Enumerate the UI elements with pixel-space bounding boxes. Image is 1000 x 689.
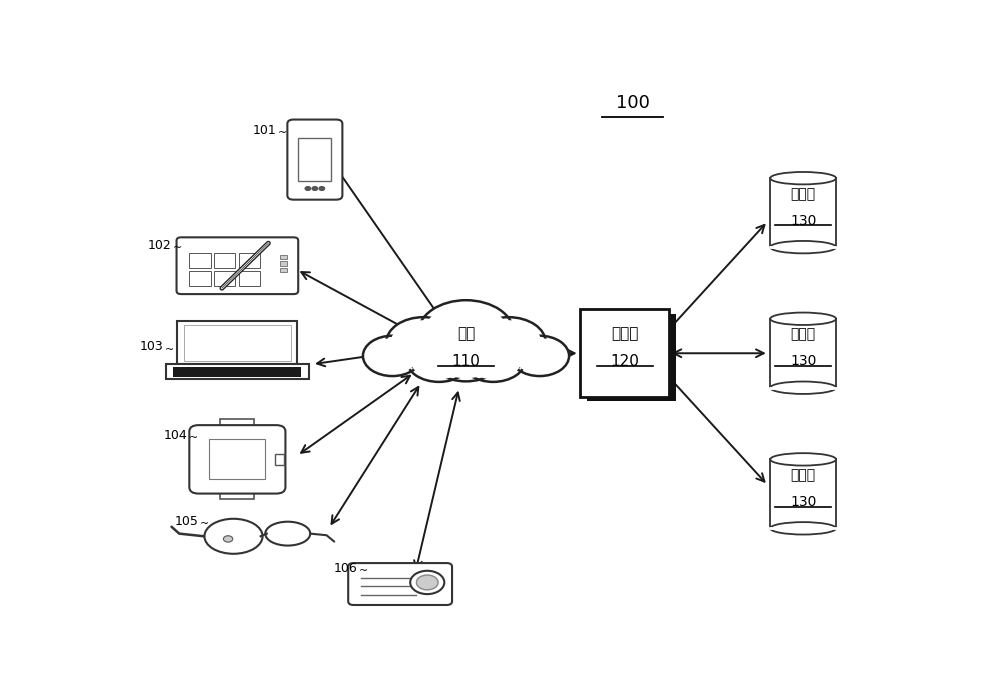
Bar <box>189 254 211 268</box>
Text: 120: 120 <box>610 354 639 369</box>
Circle shape <box>464 340 522 379</box>
Text: 130: 130 <box>790 214 816 228</box>
Bar <box>220 486 254 500</box>
Circle shape <box>424 304 508 362</box>
Bar <box>177 321 297 364</box>
Ellipse shape <box>204 519 263 554</box>
Bar <box>275 454 284 464</box>
Bar <box>214 254 235 268</box>
Circle shape <box>416 575 438 590</box>
Text: ~: ~ <box>200 519 209 529</box>
Circle shape <box>510 336 569 376</box>
Bar <box>166 364 309 379</box>
Circle shape <box>312 187 318 190</box>
Circle shape <box>476 320 541 365</box>
Bar <box>298 138 331 181</box>
Bar <box>189 271 211 286</box>
Text: 服务器: 服务器 <box>611 327 639 342</box>
Circle shape <box>433 333 499 378</box>
Bar <box>580 309 669 397</box>
Text: 110: 110 <box>452 354 480 369</box>
Bar <box>770 178 836 247</box>
Circle shape <box>319 187 325 190</box>
Ellipse shape <box>770 172 836 185</box>
FancyBboxPatch shape <box>177 237 298 294</box>
Text: 数据库: 数据库 <box>791 187 816 201</box>
Text: 106: 106 <box>334 562 358 575</box>
Text: 网络: 网络 <box>457 327 475 342</box>
Circle shape <box>363 336 422 376</box>
Text: 130: 130 <box>790 354 816 369</box>
Circle shape <box>391 320 456 365</box>
Text: ~: ~ <box>278 128 287 138</box>
Bar <box>770 319 836 388</box>
Circle shape <box>461 338 526 382</box>
Text: 101: 101 <box>252 124 276 137</box>
Bar <box>280 268 287 272</box>
Bar <box>184 325 291 360</box>
Circle shape <box>471 317 546 368</box>
Circle shape <box>223 536 233 542</box>
Bar <box>280 261 287 266</box>
Text: 105: 105 <box>175 515 199 528</box>
Text: 数据库: 数据库 <box>791 327 816 342</box>
Circle shape <box>429 331 503 382</box>
Ellipse shape <box>770 313 836 325</box>
Text: 103: 103 <box>140 340 164 353</box>
Circle shape <box>514 338 566 373</box>
Text: 104: 104 <box>163 429 187 442</box>
Bar <box>220 420 254 433</box>
Bar <box>770 460 836 528</box>
Bar <box>209 440 265 480</box>
Bar <box>239 254 260 268</box>
Text: 130: 130 <box>790 495 816 509</box>
Ellipse shape <box>770 453 836 466</box>
Ellipse shape <box>770 522 836 535</box>
FancyBboxPatch shape <box>287 120 342 200</box>
Text: ~: ~ <box>359 566 368 576</box>
Text: ~: ~ <box>189 433 198 443</box>
Circle shape <box>366 338 418 373</box>
Text: 数据库: 数据库 <box>791 468 816 482</box>
Bar <box>280 255 287 259</box>
Ellipse shape <box>770 241 836 254</box>
Text: 102: 102 <box>148 239 172 252</box>
Text: 100: 100 <box>616 94 650 112</box>
Bar <box>239 271 260 286</box>
Bar <box>214 271 235 286</box>
Text: ~: ~ <box>165 344 175 355</box>
Ellipse shape <box>265 522 310 546</box>
FancyBboxPatch shape <box>348 563 452 605</box>
Circle shape <box>418 300 514 366</box>
Bar <box>587 313 676 401</box>
Ellipse shape <box>770 382 836 394</box>
Text: ~: ~ <box>173 243 182 253</box>
Circle shape <box>305 187 311 190</box>
Circle shape <box>406 338 471 382</box>
Bar <box>173 367 301 377</box>
Circle shape <box>410 340 468 379</box>
Circle shape <box>386 317 461 368</box>
FancyBboxPatch shape <box>189 425 285 493</box>
Circle shape <box>410 570 444 594</box>
